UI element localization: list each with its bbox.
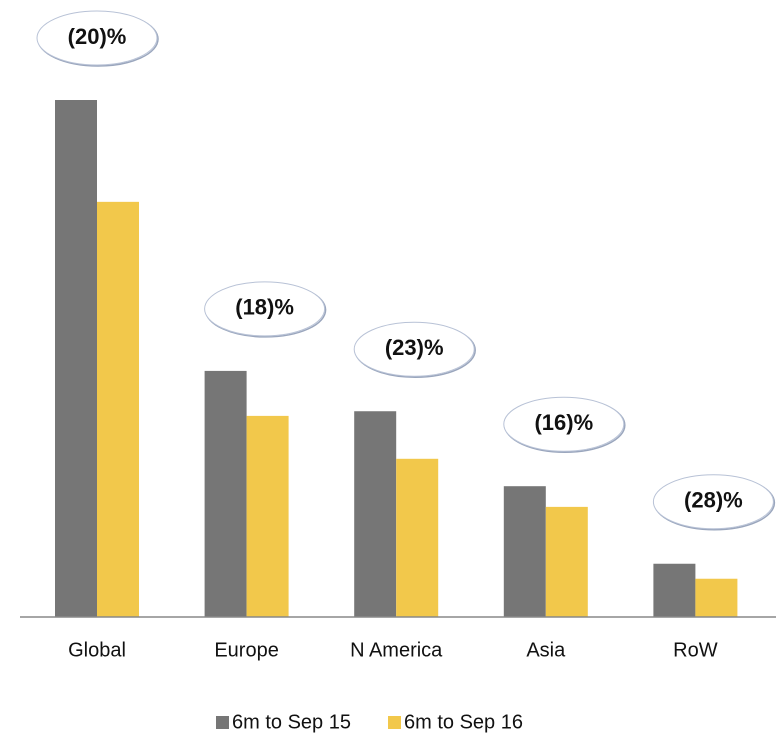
legend-swatch [388,716,401,729]
bar [545,506,588,617]
x-tick-label: N America [350,639,443,661]
x-tick-label: RoW [673,639,718,661]
annotation-ellipse [204,281,326,337]
legend-label: 6m to Sep 15 [232,711,351,733]
annotation-ellipse [503,396,625,452]
bar [354,411,397,617]
annotation: (16)% [534,410,593,435]
legend-swatch [216,716,229,729]
bar [396,458,439,617]
bar [653,563,696,617]
bar [695,578,738,617]
legend-label: 6m to Sep 16 [404,711,523,733]
bar [246,415,289,617]
annotation: (18)% [235,295,294,320]
bar [97,201,139,617]
annotation-ellipse [353,321,475,377]
annotation: (20)% [68,24,127,49]
bar [55,100,97,617]
annotation: (23)% [385,335,444,360]
annotation: (28)% [684,488,743,513]
annotation-ellipse [36,10,158,66]
annotation-ellipse [652,474,774,530]
x-tick-label: Europe [214,639,279,661]
bar [503,486,546,617]
x-tick-label: Global [68,639,126,661]
x-tick-label: Asia [526,639,566,661]
bar [204,370,247,617]
